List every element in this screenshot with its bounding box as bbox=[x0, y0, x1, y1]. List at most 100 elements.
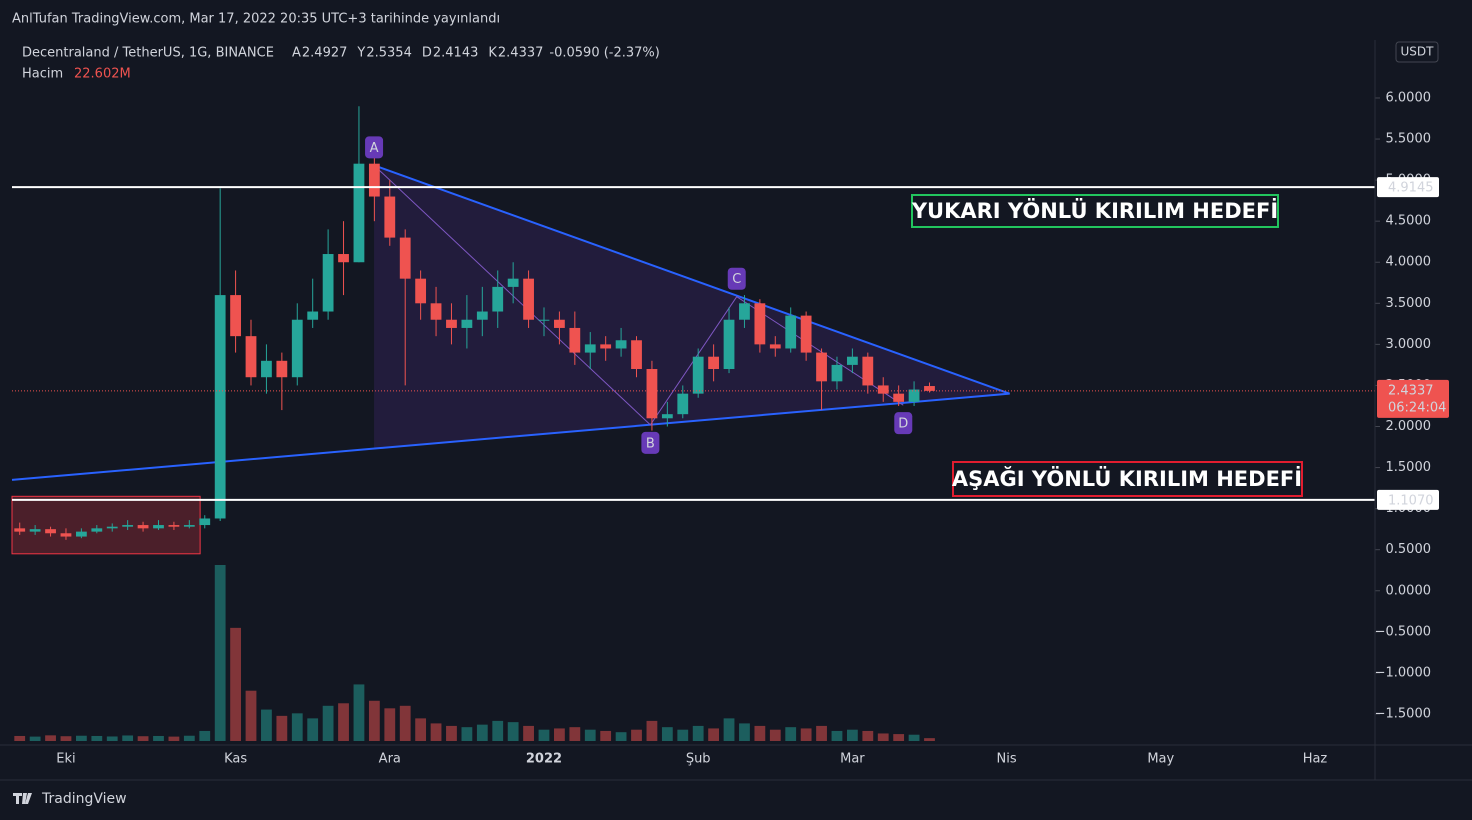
symbol: Decentraland / TetherUS, 1G, BINANCE bbox=[22, 46, 274, 61]
candle-body bbox=[230, 295, 241, 337]
candle-body bbox=[507, 278, 519, 287]
volume-bar bbox=[199, 730, 211, 741]
y-tick-label: 2.0000 bbox=[1386, 419, 1432, 434]
volume-bar bbox=[29, 736, 41, 741]
target-label-bg bbox=[1377, 177, 1439, 198]
candle-body bbox=[122, 525, 134, 527]
candle-body bbox=[291, 319, 303, 378]
pattern-label: A bbox=[370, 141, 379, 156]
candle-body bbox=[60, 533, 72, 537]
candle-body bbox=[492, 286, 504, 312]
candle-body bbox=[893, 393, 905, 402]
volume-bar bbox=[924, 738, 935, 741]
y-tick-label: −0.5000 bbox=[1375, 624, 1431, 639]
volume-bar bbox=[723, 718, 735, 741]
target-label: 1.1070 bbox=[1388, 493, 1434, 508]
y-tick-label: −1.5000 bbox=[1375, 706, 1431, 721]
candle-body bbox=[692, 356, 704, 394]
pattern-label-bg bbox=[641, 431, 660, 454]
candle-body bbox=[461, 319, 473, 328]
volume-bar bbox=[168, 736, 180, 741]
candle-body bbox=[430, 303, 442, 320]
overlay: A B C D 4.9145 1.1070 2.4337 06:24:04 bbox=[12, 136, 1449, 510]
volume-bar bbox=[461, 727, 473, 741]
countdown: 06:24:04 bbox=[1388, 400, 1446, 415]
candle-body bbox=[584, 344, 596, 353]
candle-body bbox=[739, 303, 750, 320]
candle-body bbox=[338, 254, 349, 263]
candle-body bbox=[106, 526, 118, 529]
y-tick-label: 5.5000 bbox=[1386, 132, 1432, 147]
footer-text: TradingView bbox=[41, 791, 127, 807]
candle-body bbox=[45, 529, 56, 534]
volume-bar bbox=[261, 709, 272, 741]
candle-body bbox=[214, 295, 226, 519]
candle-body bbox=[153, 525, 164, 529]
lower-target-text: AŞAĞI YÖNLÜ KIRILIM HEDEFİ bbox=[952, 466, 1302, 491]
candle-body bbox=[785, 315, 797, 349]
volume-bar bbox=[600, 730, 612, 741]
volume-bar bbox=[800, 728, 812, 741]
candle-body bbox=[75, 531, 87, 537]
volume-bar bbox=[368, 700, 380, 741]
candle-body bbox=[569, 327, 581, 353]
volume-bar bbox=[245, 690, 257, 741]
volume-bar bbox=[677, 729, 689, 741]
last-price-label: 2.4337 bbox=[1388, 383, 1434, 398]
volume-bar bbox=[430, 723, 442, 741]
volume-bar bbox=[75, 735, 87, 741]
change: -0.0590 (-2.37%) bbox=[549, 46, 659, 61]
candle-body bbox=[399, 237, 411, 279]
candle-body bbox=[199, 518, 211, 526]
volume-bar bbox=[507, 722, 519, 741]
volume-bar bbox=[384, 708, 396, 741]
x-tick-label: Ara bbox=[379, 752, 401, 767]
volume-bar bbox=[584, 729, 596, 741]
volume-bar bbox=[661, 727, 673, 741]
candle-body bbox=[831, 364, 843, 382]
lower-target-box bbox=[952, 461, 1303, 497]
trendline bbox=[373, 164, 1011, 395]
candle-body bbox=[754, 303, 766, 345]
candle-body bbox=[800, 315, 812, 353]
volume-bar bbox=[769, 729, 781, 741]
volume-bar bbox=[785, 727, 797, 741]
candle-body bbox=[523, 278, 534, 320]
volume-bar bbox=[60, 736, 72, 741]
candle-body bbox=[924, 386, 935, 391]
candle-body bbox=[183, 525, 195, 527]
volume-bar bbox=[353, 684, 365, 741]
volume-bar bbox=[91, 735, 103, 741]
last-price-bg bbox=[1377, 379, 1449, 418]
ohlc-key: K bbox=[488, 46, 497, 61]
x-tick-label: Haz bbox=[1303, 752, 1328, 767]
candle-body bbox=[245, 336, 257, 378]
x-tick-label: May bbox=[1147, 752, 1174, 767]
currency: USDT bbox=[1401, 45, 1435, 59]
volume-bar bbox=[877, 733, 889, 741]
volume-bar bbox=[322, 705, 334, 741]
y-tick-label: 1.5000 bbox=[1386, 460, 1432, 475]
y-tick-label: 4.5000 bbox=[1386, 214, 1432, 229]
ohlc-value: 2.4927 bbox=[302, 46, 348, 61]
y-tick-label: 0.0000 bbox=[1386, 583, 1432, 598]
volume-bar bbox=[615, 732, 627, 741]
x-tick-label: 2022 bbox=[526, 752, 562, 767]
y-tick-label: 3.5000 bbox=[1386, 296, 1432, 311]
candle-body bbox=[646, 369, 658, 419]
volume-bar bbox=[492, 720, 504, 741]
volume-bar bbox=[846, 729, 858, 741]
candle-body bbox=[816, 352, 827, 382]
y-tick-label: 0.5000 bbox=[1386, 542, 1432, 557]
candle-body bbox=[708, 356, 720, 370]
candle-body bbox=[353, 163, 365, 263]
volume-bar bbox=[523, 725, 534, 741]
volume-bar bbox=[137, 736, 149, 741]
x-tick-label: Kas bbox=[224, 752, 247, 767]
candle-body bbox=[908, 389, 920, 402]
volume-bar bbox=[754, 725, 766, 741]
volume-bar bbox=[183, 735, 195, 741]
volume-bar bbox=[554, 728, 565, 741]
